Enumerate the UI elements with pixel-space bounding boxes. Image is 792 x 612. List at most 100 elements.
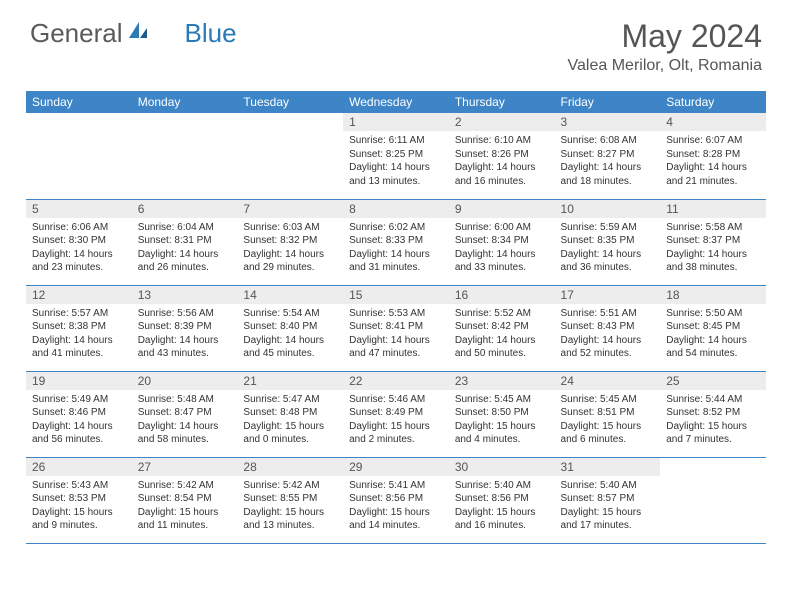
calendar-day-cell — [132, 113, 238, 199]
day-number: 4 — [660, 113, 766, 131]
day-number: 17 — [555, 286, 661, 304]
calendar-week-row: 5Sunrise: 6:06 AMSunset: 8:30 PMDaylight… — [26, 199, 766, 285]
calendar-day-cell: 23Sunrise: 5:45 AMSunset: 8:50 PMDayligh… — [449, 371, 555, 457]
day-details: Sunrise: 6:07 AMSunset: 8:28 PMDaylight:… — [660, 131, 766, 192]
day-details: Sunrise: 6:08 AMSunset: 8:27 PMDaylight:… — [555, 131, 661, 192]
day-details: Sunrise: 5:56 AMSunset: 8:39 PMDaylight:… — [132, 304, 238, 365]
day-details: Sunrise: 5:46 AMSunset: 8:49 PMDaylight:… — [343, 390, 449, 451]
calendar-day-cell: 14Sunrise: 5:54 AMSunset: 8:40 PMDayligh… — [237, 285, 343, 371]
calendar-day-cell: 11Sunrise: 5:58 AMSunset: 8:37 PMDayligh… — [660, 199, 766, 285]
calendar-day-cell: 4Sunrise: 6:07 AMSunset: 8:28 PMDaylight… — [660, 113, 766, 199]
calendar-body: 1Sunrise: 6:11 AMSunset: 8:25 PMDaylight… — [26, 113, 766, 543]
day-details: Sunrise: 5:45 AMSunset: 8:50 PMDaylight:… — [449, 390, 555, 451]
logo-sail-icon — [127, 18, 149, 49]
calendar-day-cell: 5Sunrise: 6:06 AMSunset: 8:30 PMDaylight… — [26, 199, 132, 285]
calendar-week-row: 26Sunrise: 5:43 AMSunset: 8:53 PMDayligh… — [26, 457, 766, 543]
logo-text-b: Blue — [185, 18, 237, 49]
calendar-day-cell: 2Sunrise: 6:10 AMSunset: 8:26 PMDaylight… — [449, 113, 555, 199]
calendar-day-cell: 26Sunrise: 5:43 AMSunset: 8:53 PMDayligh… — [26, 457, 132, 543]
day-details: Sunrise: 5:58 AMSunset: 8:37 PMDaylight:… — [660, 218, 766, 279]
day-number: 25 — [660, 372, 766, 390]
day-number: 20 — [132, 372, 238, 390]
calendar-day-cell: 24Sunrise: 5:45 AMSunset: 8:51 PMDayligh… — [555, 371, 661, 457]
page-title: May 2024 — [568, 18, 762, 55]
day-details: Sunrise: 5:50 AMSunset: 8:45 PMDaylight:… — [660, 304, 766, 365]
calendar-day-cell: 10Sunrise: 5:59 AMSunset: 8:35 PMDayligh… — [555, 199, 661, 285]
day-details: Sunrise: 5:53 AMSunset: 8:41 PMDaylight:… — [343, 304, 449, 365]
day-number: 26 — [26, 458, 132, 476]
calendar-day-cell: 8Sunrise: 6:02 AMSunset: 8:33 PMDaylight… — [343, 199, 449, 285]
day-details: Sunrise: 5:42 AMSunset: 8:54 PMDaylight:… — [132, 476, 238, 537]
day-number: 31 — [555, 458, 661, 476]
calendar-day-cell: 27Sunrise: 5:42 AMSunset: 8:54 PMDayligh… — [132, 457, 238, 543]
day-details: Sunrise: 5:57 AMSunset: 8:38 PMDaylight:… — [26, 304, 132, 365]
calendar-day-cell: 29Sunrise: 5:41 AMSunset: 8:56 PMDayligh… — [343, 457, 449, 543]
weekday-header: Sunday — [26, 91, 132, 113]
day-details: Sunrise: 5:41 AMSunset: 8:56 PMDaylight:… — [343, 476, 449, 537]
title-block: May 2024 Valea Merilor, Olt, Romania — [568, 18, 762, 75]
day-details: Sunrise: 6:03 AMSunset: 8:32 PMDaylight:… — [237, 218, 343, 279]
day-details: Sunrise: 6:10 AMSunset: 8:26 PMDaylight:… — [449, 131, 555, 192]
weekday-header: Wednesday — [343, 91, 449, 113]
calendar-day-cell: 1Sunrise: 6:11 AMSunset: 8:25 PMDaylight… — [343, 113, 449, 199]
weekday-header-row: SundayMondayTuesdayWednesdayThursdayFrid… — [26, 91, 766, 113]
day-number: 15 — [343, 286, 449, 304]
calendar-day-cell: 28Sunrise: 5:42 AMSunset: 8:55 PMDayligh… — [237, 457, 343, 543]
day-details: Sunrise: 5:52 AMSunset: 8:42 PMDaylight:… — [449, 304, 555, 365]
calendar-day-cell: 22Sunrise: 5:46 AMSunset: 8:49 PMDayligh… — [343, 371, 449, 457]
calendar-week-row: 19Sunrise: 5:49 AMSunset: 8:46 PMDayligh… — [26, 371, 766, 457]
day-number: 12 — [26, 286, 132, 304]
day-number: 11 — [660, 200, 766, 218]
calendar-week-row: 1Sunrise: 6:11 AMSunset: 8:25 PMDaylight… — [26, 113, 766, 199]
day-number: 21 — [237, 372, 343, 390]
calendar-day-cell: 13Sunrise: 5:56 AMSunset: 8:39 PMDayligh… — [132, 285, 238, 371]
day-number: 28 — [237, 458, 343, 476]
day-details: Sunrise: 5:48 AMSunset: 8:47 PMDaylight:… — [132, 390, 238, 451]
calendar-day-cell — [237, 113, 343, 199]
calendar-day-cell: 3Sunrise: 6:08 AMSunset: 8:27 PMDaylight… — [555, 113, 661, 199]
calendar-day-cell — [26, 113, 132, 199]
weekday-header: Monday — [132, 91, 238, 113]
day-details: Sunrise: 5:51 AMSunset: 8:43 PMDaylight:… — [555, 304, 661, 365]
day-details: Sunrise: 5:44 AMSunset: 8:52 PMDaylight:… — [660, 390, 766, 451]
day-details: Sunrise: 6:02 AMSunset: 8:33 PMDaylight:… — [343, 218, 449, 279]
calendar-day-cell: 17Sunrise: 5:51 AMSunset: 8:43 PMDayligh… — [555, 285, 661, 371]
day-details: Sunrise: 6:11 AMSunset: 8:25 PMDaylight:… — [343, 131, 449, 192]
day-details: Sunrise: 5:49 AMSunset: 8:46 PMDaylight:… — [26, 390, 132, 451]
calendar-day-cell: 12Sunrise: 5:57 AMSunset: 8:38 PMDayligh… — [26, 285, 132, 371]
calendar-day-cell — [660, 457, 766, 543]
day-number: 8 — [343, 200, 449, 218]
day-number: 9 — [449, 200, 555, 218]
day-number: 2 — [449, 113, 555, 131]
day-details: Sunrise: 6:04 AMSunset: 8:31 PMDaylight:… — [132, 218, 238, 279]
day-number: 19 — [26, 372, 132, 390]
day-number: 6 — [132, 200, 238, 218]
location-text: Valea Merilor, Olt, Romania — [568, 57, 762, 75]
calendar-week-row: 12Sunrise: 5:57 AMSunset: 8:38 PMDayligh… — [26, 285, 766, 371]
calendar-day-cell: 20Sunrise: 5:48 AMSunset: 8:47 PMDayligh… — [132, 371, 238, 457]
day-number: 24 — [555, 372, 661, 390]
day-number: 16 — [449, 286, 555, 304]
day-number: 23 — [449, 372, 555, 390]
calendar-day-cell: 15Sunrise: 5:53 AMSunset: 8:41 PMDayligh… — [343, 285, 449, 371]
calendar-day-cell: 30Sunrise: 5:40 AMSunset: 8:56 PMDayligh… — [449, 457, 555, 543]
day-number: 27 — [132, 458, 238, 476]
day-number: 5 — [26, 200, 132, 218]
day-details: Sunrise: 5:40 AMSunset: 8:56 PMDaylight:… — [449, 476, 555, 537]
calendar-day-cell: 7Sunrise: 6:03 AMSunset: 8:32 PMDaylight… — [237, 199, 343, 285]
calendar-day-cell: 19Sunrise: 5:49 AMSunset: 8:46 PMDayligh… — [26, 371, 132, 457]
day-number: 30 — [449, 458, 555, 476]
day-details: Sunrise: 5:45 AMSunset: 8:51 PMDaylight:… — [555, 390, 661, 451]
day-details: Sunrise: 5:54 AMSunset: 8:40 PMDaylight:… — [237, 304, 343, 365]
day-number: 14 — [237, 286, 343, 304]
calendar-day-cell: 21Sunrise: 5:47 AMSunset: 8:48 PMDayligh… — [237, 371, 343, 457]
day-number: 22 — [343, 372, 449, 390]
day-number: 7 — [237, 200, 343, 218]
header: General Blue May 2024 Valea Merilor, Olt… — [0, 0, 792, 83]
day-number: 3 — [555, 113, 661, 131]
day-number: 1 — [343, 113, 449, 131]
day-details: Sunrise: 5:47 AMSunset: 8:48 PMDaylight:… — [237, 390, 343, 451]
day-details: Sunrise: 5:42 AMSunset: 8:55 PMDaylight:… — [237, 476, 343, 537]
weekday-header: Friday — [555, 91, 661, 113]
day-number: 18 — [660, 286, 766, 304]
